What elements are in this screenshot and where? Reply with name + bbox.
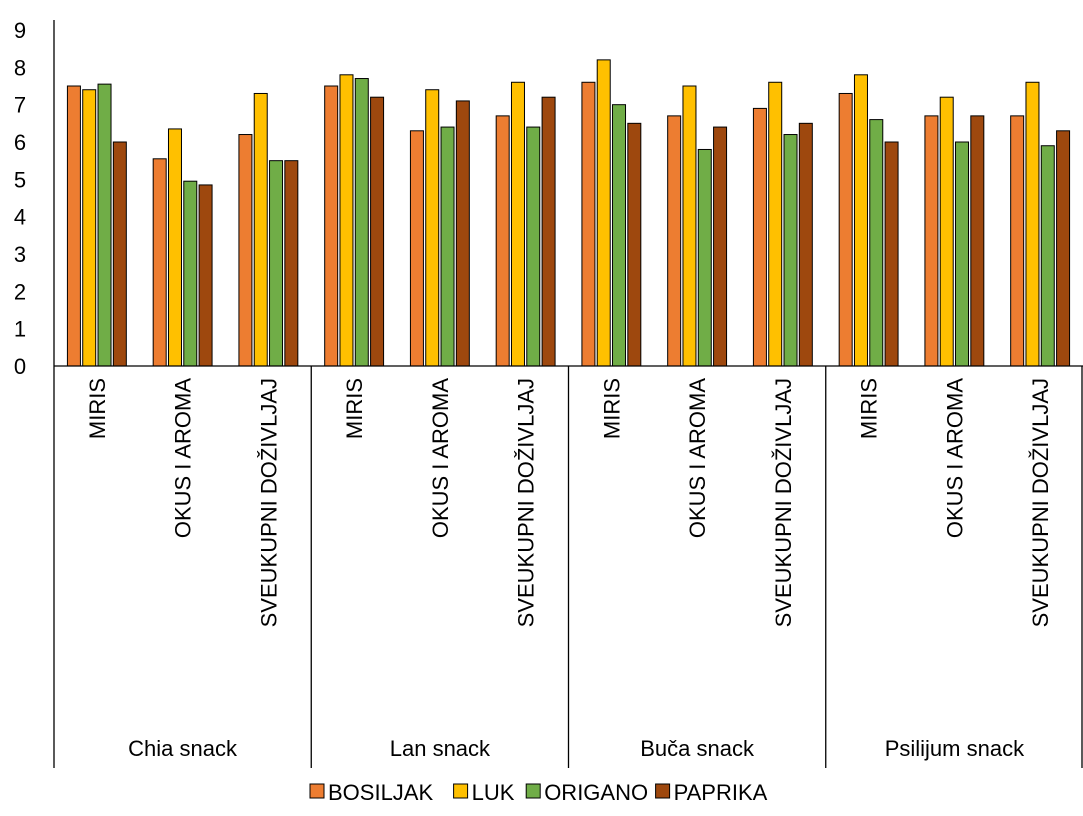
legend-label: PAPRIKA — [674, 780, 768, 805]
bar-luk — [939, 96, 954, 367]
group-label: Psilijum snack — [885, 736, 1025, 761]
bar-bosiljak — [495, 115, 510, 367]
bar-origano — [269, 160, 284, 367]
bar-paprika — [455, 100, 470, 367]
group-label: Chia snack — [128, 736, 238, 761]
bar-luk — [510, 81, 525, 367]
bar-bosiljak — [66, 85, 81, 367]
category-label: SVEUKUPNI DOŽIVLJAJ — [1028, 378, 1053, 627]
bar-origano — [440, 126, 455, 367]
bar-paprika — [713, 126, 728, 367]
category-label: MIRIS — [85, 378, 110, 439]
y-tick-label: 8 — [14, 55, 26, 80]
y-tick-label: 1 — [14, 317, 26, 342]
legend-swatch-bosiljak — [309, 783, 325, 799]
y-tick-label: 0 — [14, 354, 26, 379]
bar-bosiljak — [581, 81, 596, 367]
bar-luk — [253, 92, 268, 367]
y-axis-ticks: 0 1 2 3 4 5 6 7 8 9 — [14, 18, 26, 379]
bar-bosiljak — [924, 115, 939, 367]
bar-bosiljak — [324, 85, 339, 367]
y-tick-label: 5 — [14, 167, 26, 192]
bar-paprika — [1056, 130, 1071, 367]
legend-swatch-luk — [453, 783, 469, 799]
bar-luk — [768, 81, 783, 367]
group-label: Buča snack — [640, 736, 755, 761]
group-label: Lan snack — [390, 736, 491, 761]
bar-paprika — [198, 184, 213, 367]
category-label: SVEUKUPNI DOŽIVLJAJ — [256, 378, 281, 627]
bar-origano — [183, 180, 198, 367]
bar-bosiljak — [838, 92, 853, 367]
bar-bosiljak — [238, 134, 253, 367]
bar-origano — [783, 134, 798, 367]
bar-origano — [612, 104, 627, 367]
bar-paprika — [884, 141, 899, 367]
bar-origano — [526, 126, 541, 367]
legend-swatch-origano — [525, 783, 541, 799]
category-label: SVEUKUPNI DOŽIVLJAJ — [514, 378, 539, 627]
bar-paprika — [970, 115, 985, 367]
y-tick-label: 2 — [14, 279, 26, 304]
category-label: OKUS I AROMA — [685, 378, 710, 538]
bar-paprika — [627, 122, 642, 367]
y-tick-label: 3 — [14, 242, 26, 267]
bar-luk — [853, 74, 868, 367]
bar-paprika — [370, 96, 385, 367]
bar-luk — [1025, 81, 1040, 367]
bar-luk — [82, 89, 97, 367]
legend: BOSILJAK LUK ORIGANO PAPRIKA — [309, 780, 768, 805]
bar-luk — [425, 89, 440, 367]
bar-paprika — [541, 96, 556, 367]
y-tick-label: 9 — [14, 18, 26, 43]
category-label: MIRIS — [342, 378, 367, 439]
category-labels: MIRIS OKUS I AROMA SVEUKUPNI DOŽIVLJAJ MIRI… — [85, 378, 1053, 628]
bar-luk — [682, 85, 697, 367]
category-label: OKUS I AROMA — [428, 378, 453, 538]
bar-bosiljak — [752, 107, 767, 367]
bar-origano — [1040, 145, 1055, 367]
category-label: MIRIS — [857, 378, 882, 439]
axes — [53, 20, 1083, 768]
bar-paprika — [798, 122, 813, 367]
category-label: OKUS I AROMA — [942, 378, 967, 538]
bar-origano — [955, 141, 970, 367]
bar-luk — [167, 128, 182, 367]
y-tick-label: 7 — [14, 93, 26, 118]
category-label: SVEUKUPNI DOŽIVLJAJ — [771, 378, 796, 627]
bar-origano — [354, 78, 369, 367]
category-label: MIRIS — [599, 378, 624, 439]
category-label: OKUS I AROMA — [171, 378, 196, 538]
bars — [66, 59, 1071, 367]
legend-swatch-paprika — [655, 783, 671, 799]
bar-paprika — [112, 141, 127, 367]
legend-label: ORIGANO — [544, 780, 648, 805]
bar-paprika — [284, 160, 299, 367]
bar-bosiljak — [409, 130, 424, 367]
bar-origano — [97, 83, 112, 367]
bar-bosiljak — [667, 115, 682, 367]
bar-origano — [697, 148, 712, 367]
bar-luk — [596, 59, 611, 367]
legend-label: LUK — [472, 780, 515, 805]
y-tick-label: 6 — [14, 130, 26, 155]
bar-luk — [339, 74, 354, 367]
bar-bosiljak — [152, 158, 167, 367]
legend-label: BOSILJAK — [328, 780, 433, 805]
group-labels: Chia snack Lan snack Buča snack Psilijum sn… — [128, 736, 1025, 761]
y-tick-label: 4 — [14, 205, 26, 230]
bar-origano — [869, 119, 884, 367]
bar-bosiljak — [1010, 115, 1025, 367]
